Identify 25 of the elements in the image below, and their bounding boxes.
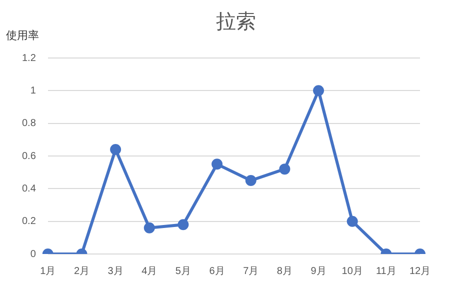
x-tick-label: 9月 (310, 266, 326, 277)
x-tick-label: 3月 (108, 266, 124, 277)
x-tick-label: 1月 (40, 266, 56, 277)
x-tick-label: 2月 (74, 266, 90, 277)
y-tick-label: 0.4 (22, 183, 36, 194)
y-tick-label: 0.6 (22, 150, 36, 162)
y-tick-label: 0 (30, 248, 36, 260)
y-tick-label: 0.8 (22, 118, 36, 130)
x-tick-label: 7月 (243, 266, 259, 277)
point (279, 164, 290, 175)
x-tick-label: 6月 (209, 266, 225, 277)
x-tick-label: 8月 (276, 266, 292, 277)
x-tick-label: 5月 (175, 266, 191, 277)
x-tick-label: 11月 (376, 266, 396, 277)
x-tick-label: 10月 (342, 266, 363, 277)
y-tick-label: 1 (30, 85, 36, 96)
chart-title: 拉索 (216, 9, 256, 33)
y-axis-title: 使用率 (6, 28, 39, 43)
y-tick-label: 0.2 (22, 216, 36, 228)
y-tick-label: 1.2 (22, 52, 36, 64)
x-tick-label: 4月 (142, 266, 158, 277)
point (110, 144, 122, 155)
point (212, 158, 223, 170)
point (245, 175, 256, 186)
x-tick-label: 12月 (409, 266, 431, 277)
